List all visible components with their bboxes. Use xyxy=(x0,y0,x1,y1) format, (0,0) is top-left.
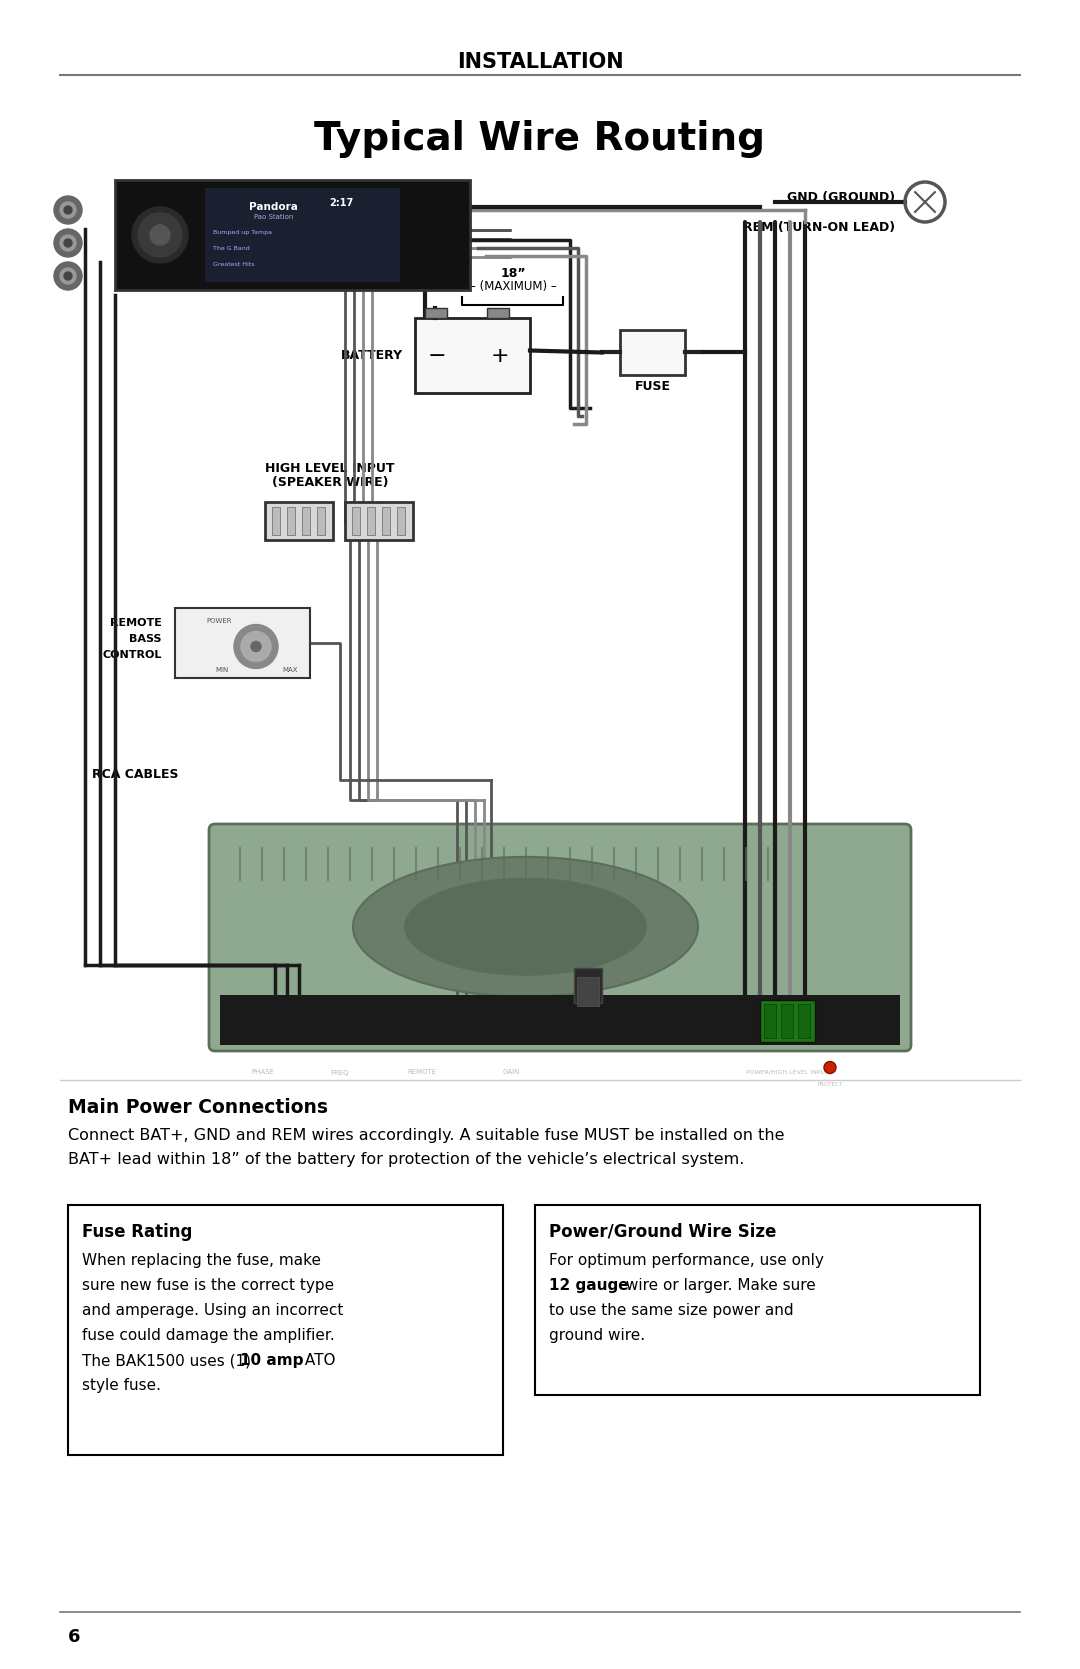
Text: Main Power Connections: Main Power Connections xyxy=(68,1098,328,1117)
Text: 18”: 18” xyxy=(500,267,526,280)
Bar xyxy=(764,1005,777,1038)
Text: REMOTE: REMOTE xyxy=(407,1070,436,1075)
Bar xyxy=(798,1005,810,1038)
FancyBboxPatch shape xyxy=(210,824,912,1051)
Bar xyxy=(318,507,325,536)
Bar xyxy=(620,330,685,376)
Bar xyxy=(175,608,310,678)
Text: BAT+ lead within 18” of the battery for protection of the vehicle’s electrical s: BAT+ lead within 18” of the battery for … xyxy=(68,1152,744,1167)
Circle shape xyxy=(251,641,261,651)
Text: GND (GROUND): GND (GROUND) xyxy=(787,192,895,205)
Text: GAIN: GAIN xyxy=(503,1070,521,1075)
Circle shape xyxy=(54,262,82,290)
Bar xyxy=(426,309,447,319)
Bar xyxy=(535,1205,980,1395)
Text: and amperage. Using an incorrect: and amperage. Using an incorrect xyxy=(82,1303,343,1319)
Text: 2:17: 2:17 xyxy=(329,199,353,209)
Bar xyxy=(367,507,375,536)
Circle shape xyxy=(138,214,183,257)
Text: FUSE: FUSE xyxy=(635,381,671,392)
Text: fuse could damage the amplifier.: fuse could damage the amplifier. xyxy=(82,1329,335,1344)
Bar xyxy=(302,507,310,536)
Text: ATO: ATO xyxy=(300,1354,336,1369)
Text: HIGH LEVEL INPUT: HIGH LEVEL INPUT xyxy=(266,462,395,476)
Circle shape xyxy=(241,631,271,661)
Bar xyxy=(781,1005,793,1038)
Text: to use the same size power and: to use the same size power and xyxy=(549,1303,794,1319)
Text: PROTECT: PROTECT xyxy=(818,1083,842,1088)
Text: Bumped up Tampa: Bumped up Tampa xyxy=(213,230,272,235)
Text: FREQ: FREQ xyxy=(330,1070,349,1075)
Text: 10 amp: 10 amp xyxy=(240,1354,303,1369)
Circle shape xyxy=(150,225,170,245)
Text: REM (TURN-ON LEAD): REM (TURN-ON LEAD) xyxy=(743,222,895,235)
Bar xyxy=(382,507,390,536)
Text: Power/Ground Wire Size: Power/Ground Wire Size xyxy=(549,1223,777,1242)
Text: MIN: MIN xyxy=(216,668,229,673)
Circle shape xyxy=(60,235,76,250)
Text: Fuse Rating: Fuse Rating xyxy=(82,1223,192,1242)
Text: wire or larger. Make sure: wire or larger. Make sure xyxy=(621,1278,815,1293)
Bar xyxy=(114,180,470,290)
Bar xyxy=(272,507,280,536)
Bar xyxy=(573,968,602,1003)
Text: POWER: POWER xyxy=(206,618,232,624)
Circle shape xyxy=(132,207,188,264)
Text: – (MAXIMUM) –: – (MAXIMUM) – xyxy=(470,280,556,294)
Circle shape xyxy=(60,269,76,284)
Text: (SPEAKER WIRE): (SPEAKER WIRE) xyxy=(272,476,388,489)
Circle shape xyxy=(64,205,72,214)
Text: BATTERY: BATTERY xyxy=(341,349,403,362)
Text: Pandora: Pandora xyxy=(248,202,298,212)
Circle shape xyxy=(64,272,72,280)
Text: POWER/HIGH LEVEL INPUT: POWER/HIGH LEVEL INPUT xyxy=(746,1070,829,1075)
Text: For optimum performance, use only: For optimum performance, use only xyxy=(549,1253,824,1268)
Text: Pao Station: Pao Station xyxy=(254,214,293,220)
Text: INSTALLATION: INSTALLATION xyxy=(457,52,623,72)
Text: style fuse.: style fuse. xyxy=(82,1379,161,1394)
Bar xyxy=(397,507,405,536)
Circle shape xyxy=(54,229,82,257)
Text: sure new fuse is the correct type: sure new fuse is the correct type xyxy=(82,1278,334,1293)
Ellipse shape xyxy=(353,856,698,996)
Ellipse shape xyxy=(405,878,646,975)
Text: Typical Wire Routing: Typical Wire Routing xyxy=(314,120,766,159)
Circle shape xyxy=(60,202,76,219)
Text: 6: 6 xyxy=(68,1627,81,1646)
Text: Connect BAT+, GND and REM wires accordingly. A suitable fuse MUST be installed o: Connect BAT+, GND and REM wires accordin… xyxy=(68,1128,784,1143)
Text: +: + xyxy=(490,345,510,366)
Text: MAX: MAX xyxy=(282,668,297,673)
Bar xyxy=(68,1205,503,1455)
Text: The G Band: The G Band xyxy=(213,245,249,250)
Circle shape xyxy=(824,1061,836,1073)
Bar xyxy=(345,502,413,541)
Bar xyxy=(287,507,295,536)
Circle shape xyxy=(64,239,72,247)
Bar xyxy=(487,309,509,319)
Bar xyxy=(352,507,360,536)
Text: 12 gauge: 12 gauge xyxy=(549,1278,629,1293)
Text: ground wire.: ground wire. xyxy=(549,1329,645,1344)
Bar xyxy=(220,995,900,1045)
Text: Greatest Hits: Greatest Hits xyxy=(213,262,255,267)
Bar xyxy=(415,319,530,392)
Text: RCA CABLES: RCA CABLES xyxy=(92,768,178,781)
Text: REMOTE: REMOTE xyxy=(110,618,162,628)
Bar xyxy=(577,976,598,1006)
Text: The BAK1500 uses (1): The BAK1500 uses (1) xyxy=(82,1354,256,1369)
Text: When replacing the fuse, make: When replacing the fuse, make xyxy=(82,1253,321,1268)
Bar xyxy=(205,189,400,282)
Text: CONTROL: CONTROL xyxy=(103,649,162,659)
Text: BASS: BASS xyxy=(130,634,162,644)
Circle shape xyxy=(54,195,82,224)
Circle shape xyxy=(234,624,278,669)
Bar xyxy=(760,1000,815,1041)
Text: −: − xyxy=(428,345,446,366)
Text: PHASE: PHASE xyxy=(252,1070,274,1075)
Bar xyxy=(265,502,333,541)
